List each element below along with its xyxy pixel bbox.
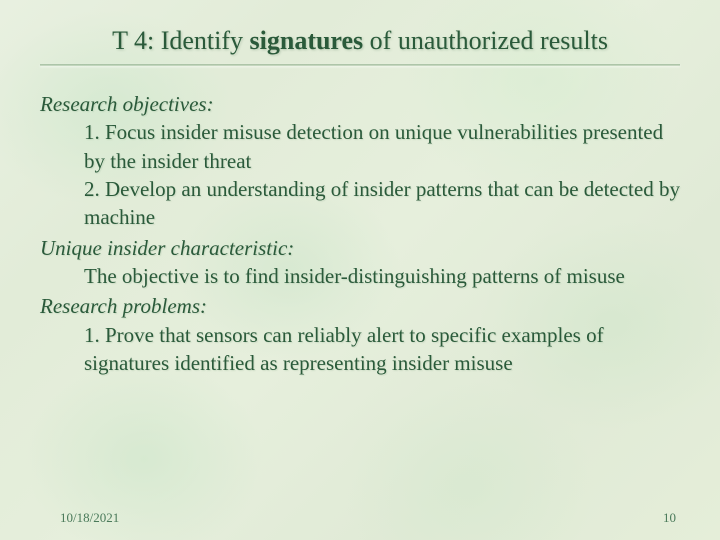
section-heading-unique-characteristic: Unique insider characteristic: — [40, 234, 680, 262]
characteristic-item: The objective is to find insider-disting… — [84, 262, 680, 290]
title-prefix: T 4: Identify — [112, 26, 249, 55]
slide-footer: 10/18/2021 10 — [60, 510, 676, 526]
section-heading-research-objectives: Research objectives: — [40, 90, 680, 118]
slide-body: Research objectives: 1. Focus insider mi… — [40, 90, 680, 377]
objective-item: 2. Develop an understanding of insider p… — [84, 175, 680, 232]
slide-title: T 4: Identify signatures of unauthorized… — [40, 26, 680, 56]
title-suffix: of unauthorized results — [363, 26, 608, 55]
slide-container: T 4: Identify signatures of unauthorized… — [0, 0, 720, 540]
footer-page-number: 10 — [663, 510, 676, 526]
objective-item: 1. Focus insider misuse detection on uni… — [84, 118, 680, 175]
footer-date: 10/18/2021 — [60, 510, 119, 526]
problem-item: 1. Prove that sensors can reliably alert… — [84, 321, 680, 378]
title-divider — [40, 64, 680, 66]
title-bold-word: signatures — [250, 26, 364, 55]
section-heading-research-problems: Research problems: — [40, 292, 680, 320]
